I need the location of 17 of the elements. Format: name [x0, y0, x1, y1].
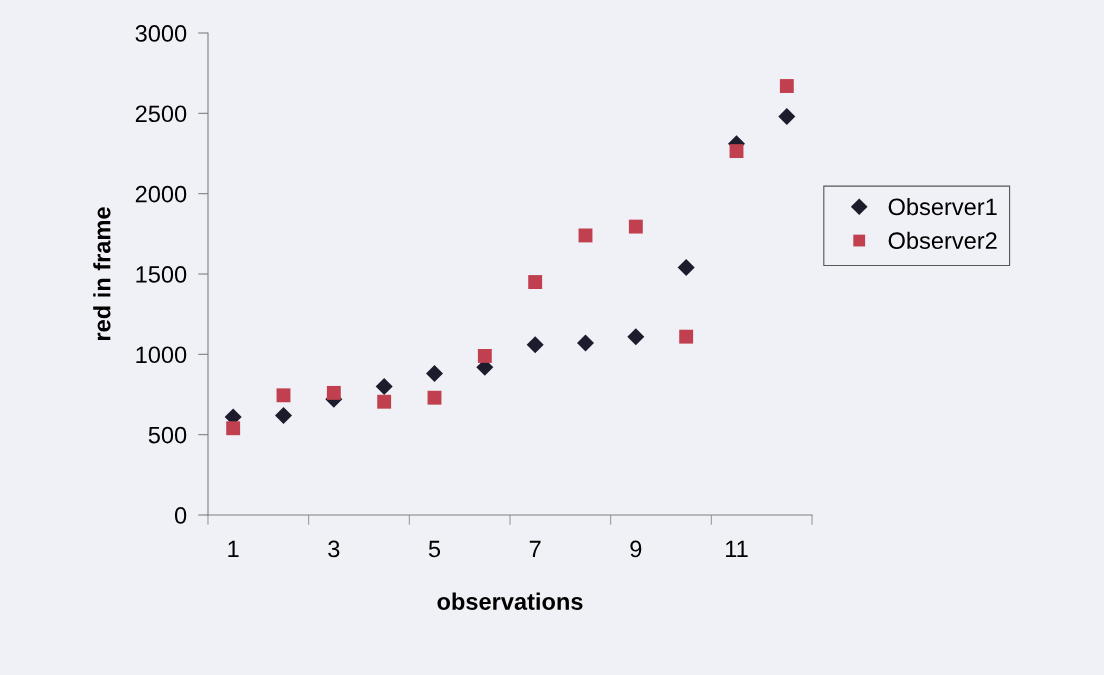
y-tick-label: 2000 — [135, 185, 187, 203]
x-tick-label: 3 — [328, 540, 340, 558]
y-tick-label: 0 — [174, 507, 187, 524]
x-tick-label: 7 — [529, 540, 541, 558]
x-tick-label: 11 — [726, 540, 748, 558]
y-tick-label: 1000 — [136, 346, 187, 364]
y-tick-label: 2500 — [135, 105, 187, 123]
y-axis-title: red in frame — [93, 207, 111, 341]
x-tick-label: 1 — [228, 540, 239, 558]
x-tick-label: 9 — [630, 540, 642, 558]
y-tick-label: 1500 — [136, 266, 187, 283]
x-tick-label: 5 — [428, 540, 441, 558]
legend-label: Observer1 — [888, 197, 997, 216]
y-tick-label: 500 — [148, 426, 187, 444]
y-tick-label: 3000 — [135, 25, 187, 42]
x-axis-title: observations — [437, 592, 583, 610]
legend-label: Observer2 — [888, 231, 997, 250]
